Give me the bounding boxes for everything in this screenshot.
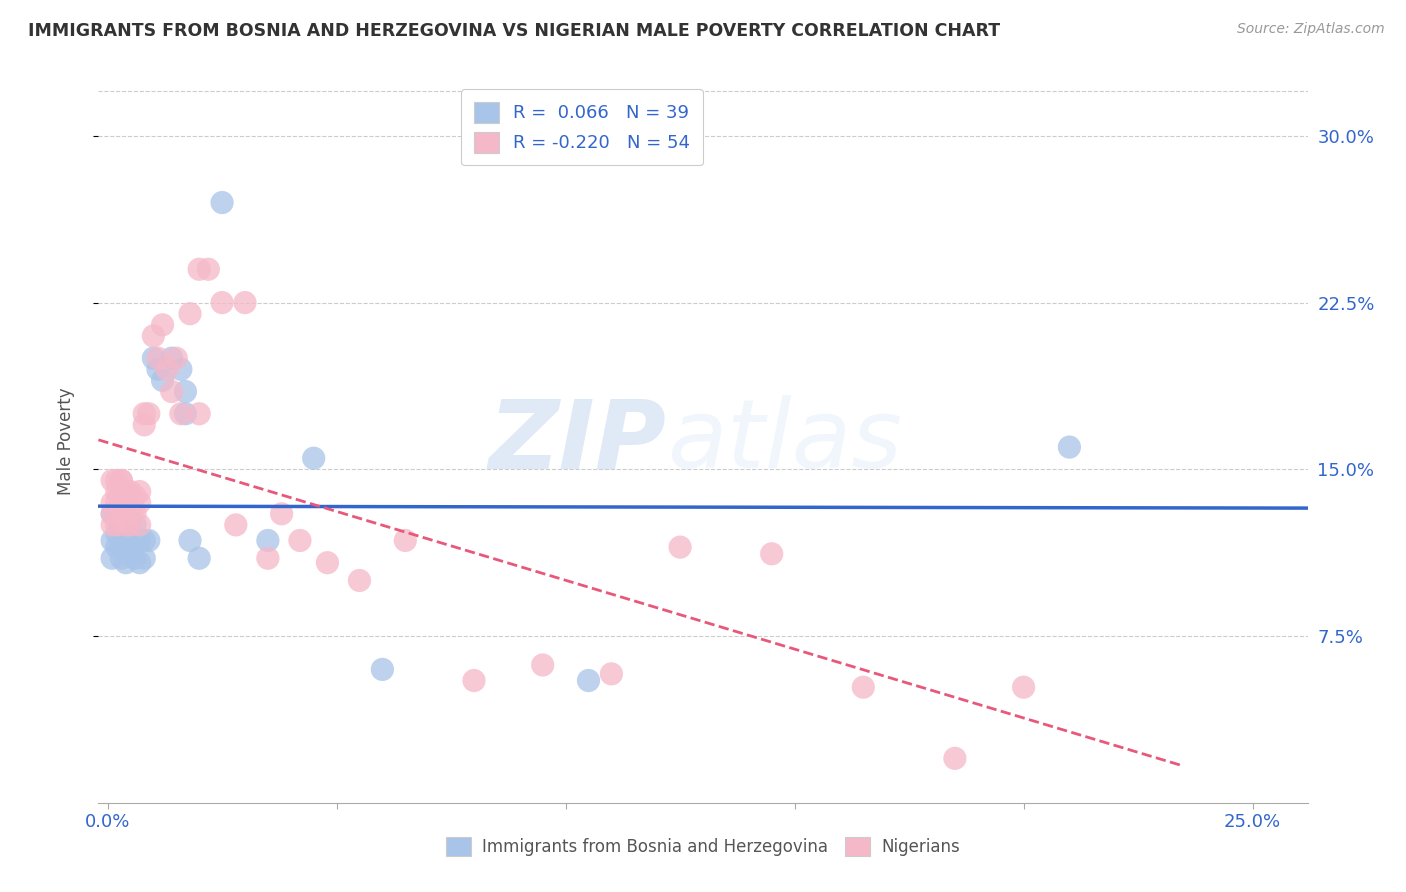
- Point: [105, 540, 128, 554]
- Point: [156, 362, 179, 376]
- Point: [669, 540, 692, 554]
- Point: [110, 474, 132, 488]
- Point: [124, 489, 146, 503]
- Point: [128, 533, 150, 548]
- Point: [1059, 440, 1081, 454]
- Point: [124, 507, 146, 521]
- Point: [578, 673, 600, 688]
- Point: [105, 526, 128, 541]
- Point: [115, 484, 138, 499]
- Point: [110, 529, 132, 543]
- Point: [128, 484, 150, 499]
- Text: atlas: atlas: [666, 395, 901, 488]
- Point: [128, 496, 150, 510]
- Legend: Immigrants from Bosnia and Herzegovina, Nigerians: Immigrants from Bosnia and Herzegovina, …: [439, 830, 967, 863]
- Point: [197, 262, 219, 277]
- Point: [463, 673, 485, 688]
- Point: [101, 507, 124, 521]
- Point: [142, 329, 165, 343]
- Point: [101, 517, 124, 532]
- Point: [211, 195, 233, 210]
- Point: [120, 484, 142, 499]
- Point: [852, 680, 875, 694]
- Point: [110, 502, 132, 516]
- Point: [105, 517, 128, 532]
- Point: [101, 474, 124, 488]
- Point: [120, 533, 142, 548]
- Point: [128, 556, 150, 570]
- Text: Source: ZipAtlas.com: Source: ZipAtlas.com: [1237, 22, 1385, 37]
- Point: [152, 373, 174, 387]
- Text: IMMIGRANTS FROM BOSNIA AND HERZEGOVINA VS NIGERIAN MALE POVERTY CORRELATION CHAR: IMMIGRANTS FROM BOSNIA AND HERZEGOVINA V…: [28, 22, 1000, 40]
- Point: [134, 407, 156, 421]
- Point: [101, 496, 124, 510]
- Point: [165, 351, 187, 366]
- Point: [179, 307, 201, 321]
- Point: [152, 318, 174, 332]
- Y-axis label: Male Poverty: Male Poverty: [56, 388, 75, 495]
- Point: [188, 262, 211, 277]
- Point: [120, 547, 142, 561]
- Point: [761, 547, 783, 561]
- Text: ZIP: ZIP: [489, 395, 666, 488]
- Point: [110, 540, 132, 554]
- Point: [110, 551, 132, 566]
- Point: [134, 551, 156, 566]
- Point: [142, 351, 165, 366]
- Point: [115, 517, 138, 532]
- Point: [531, 657, 554, 672]
- Point: [943, 751, 966, 765]
- Point: [124, 533, 146, 548]
- Point: [138, 407, 160, 421]
- Point: [105, 484, 128, 499]
- Point: [600, 666, 623, 681]
- Point: [134, 533, 156, 548]
- Point: [124, 551, 146, 566]
- Point: [394, 533, 416, 548]
- Point: [179, 533, 201, 548]
- Point: [101, 551, 124, 566]
- Point: [188, 551, 211, 566]
- Point: [174, 407, 197, 421]
- Point: [146, 351, 169, 366]
- Point: [288, 533, 311, 548]
- Point: [124, 517, 146, 532]
- Point: [257, 533, 280, 548]
- Point: [105, 474, 128, 488]
- Point: [120, 517, 142, 532]
- Point: [349, 574, 371, 588]
- Point: [110, 489, 132, 503]
- Point: [101, 533, 124, 548]
- Point: [233, 295, 256, 310]
- Point: [188, 407, 211, 421]
- Point: [138, 533, 160, 548]
- Point: [115, 540, 138, 554]
- Point: [160, 351, 183, 366]
- Point: [146, 362, 169, 376]
- Point: [170, 362, 193, 376]
- Point: [101, 507, 124, 521]
- Point: [134, 417, 156, 432]
- Point: [302, 451, 325, 466]
- Point: [120, 517, 142, 532]
- Point: [371, 662, 394, 676]
- Point: [160, 384, 183, 399]
- Point: [115, 496, 138, 510]
- Point: [170, 407, 193, 421]
- Point: [211, 295, 233, 310]
- Point: [257, 551, 280, 566]
- Point: [115, 529, 138, 543]
- Point: [105, 496, 128, 510]
- Point: [174, 384, 197, 399]
- Point: [270, 507, 292, 521]
- Point: [120, 502, 142, 516]
- Point: [110, 474, 132, 488]
- Point: [225, 517, 247, 532]
- Point: [316, 556, 339, 570]
- Point: [115, 556, 138, 570]
- Point: [128, 517, 150, 532]
- Point: [1012, 680, 1035, 694]
- Point: [110, 517, 132, 532]
- Point: [105, 511, 128, 525]
